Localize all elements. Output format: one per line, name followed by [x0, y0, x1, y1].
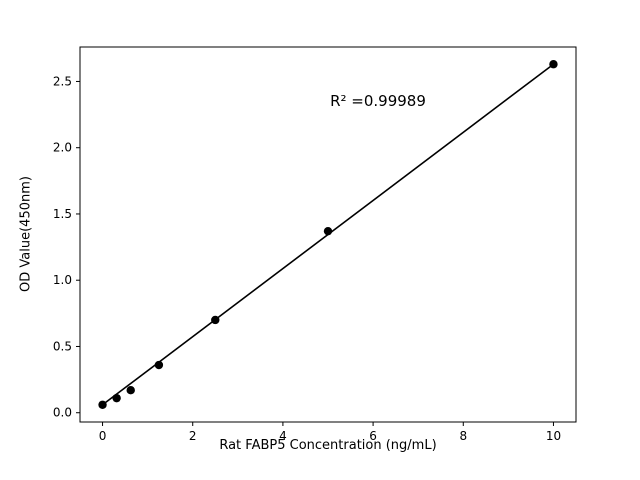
axes-box	[79, 46, 577, 423]
y-tick-label: 1.5	[53, 207, 72, 221]
y-tick-label: 2.0	[53, 141, 72, 155]
x-tick-label: 10	[546, 429, 561, 443]
data-point	[154, 360, 164, 370]
x-tick-label: 8	[459, 429, 467, 443]
x-tick-label: 0	[99, 429, 107, 443]
data-point	[549, 60, 558, 69]
x-axis-label: Rat FABP5 Concentration (ng/mL)	[219, 438, 437, 453]
y-tick-label: 0.0	[53, 406, 72, 420]
data-point	[211, 315, 220, 325]
data-point	[112, 393, 121, 403]
r-squared-annotation: R² =0.99989	[330, 92, 426, 110]
y-tick-label: 2.5	[53, 74, 72, 88]
y-tick-label: 0.5	[53, 339, 72, 353]
x-tick-label: 6	[369, 429, 377, 443]
x-tick-label: 4	[279, 429, 287, 443]
x-tick-label: 2	[189, 429, 197, 443]
y-axis-label: OD Value(450nm)	[18, 176, 34, 292]
data-point	[126, 385, 135, 395]
data-point	[98, 400, 107, 409]
y-tick-label: 1.0	[53, 273, 72, 287]
data-point	[323, 226, 333, 236]
